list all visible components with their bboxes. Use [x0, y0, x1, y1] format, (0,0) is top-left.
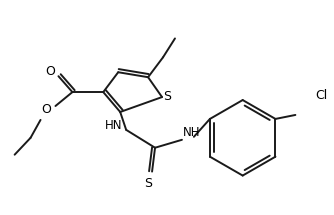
- Text: O: O: [41, 103, 51, 117]
- Text: S: S: [163, 90, 171, 103]
- Text: Cl: Cl: [315, 89, 328, 101]
- Text: HN: HN: [105, 119, 122, 132]
- Text: NH: NH: [183, 126, 200, 139]
- Text: O: O: [45, 65, 55, 78]
- Text: S: S: [144, 177, 152, 190]
